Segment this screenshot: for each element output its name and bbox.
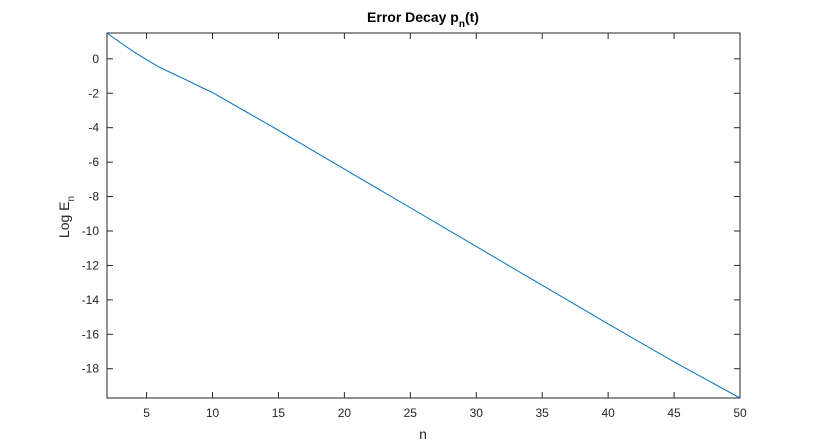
x-tick-label: 10 — [206, 406, 220, 420]
y-tick-label: -6 — [88, 155, 99, 169]
x-tick-label: 5 — [143, 406, 150, 420]
y-tick-label: -12 — [82, 258, 100, 272]
x-tick-label: 15 — [272, 406, 286, 420]
y-tick-label: 0 — [92, 52, 99, 66]
series-line — [106, 32, 741, 399]
y-tick-label: -8 — [88, 190, 99, 204]
x-tick-label: 35 — [536, 406, 550, 420]
chart-title: Error Decay pn(t) — [367, 9, 479, 30]
y-tick-label: -14 — [82, 293, 100, 307]
y-tick-label: -16 — [82, 327, 100, 341]
x-axis-label: n — [419, 426, 427, 442]
x-tick-label: 25 — [404, 406, 418, 420]
x-tick-label: 45 — [667, 406, 681, 420]
y-axis-label: Log En — [56, 196, 77, 238]
y-tick-label: -18 — [82, 362, 100, 376]
y-tick-label: -4 — [88, 121, 99, 135]
x-axis: 5 10 15 20 25 30 35 40 45 50 — [143, 33, 747, 420]
y-tick-label: -2 — [88, 86, 99, 100]
y-axis: 0 -2 -4 -6 -8 -10 -12 -14 -16 -18 — [82, 52, 740, 376]
x-tick-label: 40 — [601, 406, 615, 420]
y-tick-label: -10 — [82, 224, 100, 238]
plot-area: 5 10 15 20 25 30 35 40 45 50 0 -2 -4 -6 -8 -10 -12 -14 -1… — [82, 32, 747, 420]
x-tick-label: 20 — [338, 406, 352, 420]
x-tick-label: 50 — [733, 406, 747, 420]
x-tick-label: 30 — [470, 406, 484, 420]
